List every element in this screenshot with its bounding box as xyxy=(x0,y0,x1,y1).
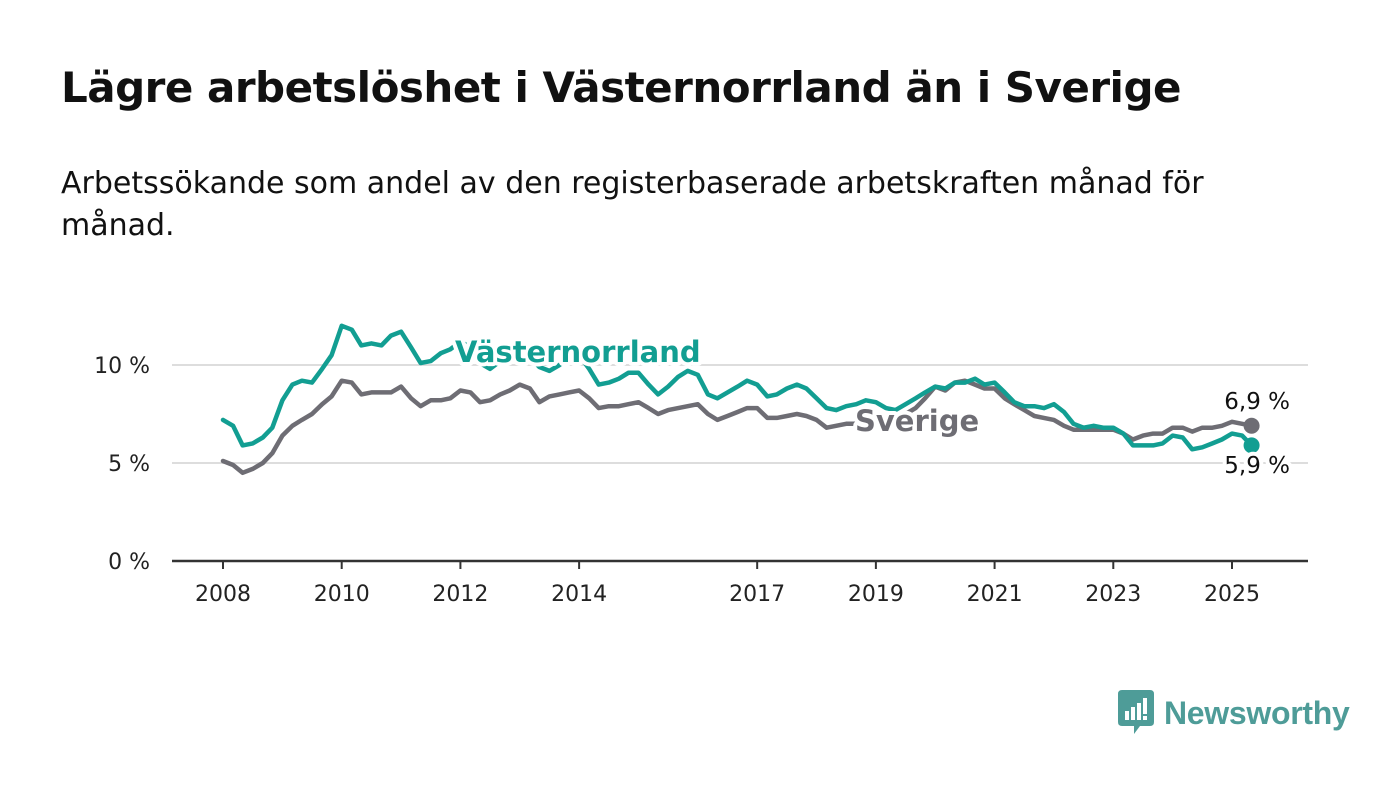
y-axis-ticks: 0 % 5 % 10 % xyxy=(94,354,150,575)
series-line-sverige xyxy=(220,378,1254,476)
end-value-vasternorrland: 5,9 % xyxy=(1224,453,1290,479)
series-label-sverige: Sverige xyxy=(855,404,979,438)
x-tick-label: 2019 xyxy=(848,582,904,607)
x-tick-label: 2014 xyxy=(551,582,607,607)
chart-subtitle: Arbetssökande som andel av den registerb… xyxy=(61,166,1204,243)
x-axis-ticks: 2008 2010 2012 2014 2017 2019 2021 2023 2025 xyxy=(195,561,1260,607)
x-tick-label: 2010 xyxy=(314,582,370,607)
newsworthy-logo-icon xyxy=(1118,690,1154,734)
y-tick-label: 10 % xyxy=(94,354,150,379)
x-tick-label: 2021 xyxy=(967,582,1023,607)
series-labels: Västernorrland Sverige 6,9 % 5,9 % xyxy=(451,331,1294,483)
end-value-sverige: 6,9 % xyxy=(1224,389,1290,415)
x-tick-label: 2025 xyxy=(1204,582,1260,607)
x-tick-label: 2017 xyxy=(729,582,785,607)
x-tick-label: 2012 xyxy=(432,582,488,607)
y-tick-label: 0 % xyxy=(108,550,150,575)
newsworthy-logo: Newsworthy xyxy=(1118,690,1350,736)
x-tick-label: 2008 xyxy=(195,582,251,607)
series-lines xyxy=(220,323,1260,476)
x-tick-label: 2023 xyxy=(1085,582,1141,607)
chart-title: Lägre arbetslöshet i Västernorrland än i… xyxy=(61,63,1182,112)
grid-lines xyxy=(172,364,1308,464)
y-tick-label: 5 % xyxy=(108,452,150,477)
series-line-vasternorrland xyxy=(220,323,1254,452)
end-point-sverige xyxy=(1243,417,1260,434)
brand-name: Newsworthy xyxy=(1164,694,1350,731)
end-point-vasternorrland xyxy=(1243,437,1260,454)
series-label-vasternorrland: Västernorrland xyxy=(455,335,701,369)
